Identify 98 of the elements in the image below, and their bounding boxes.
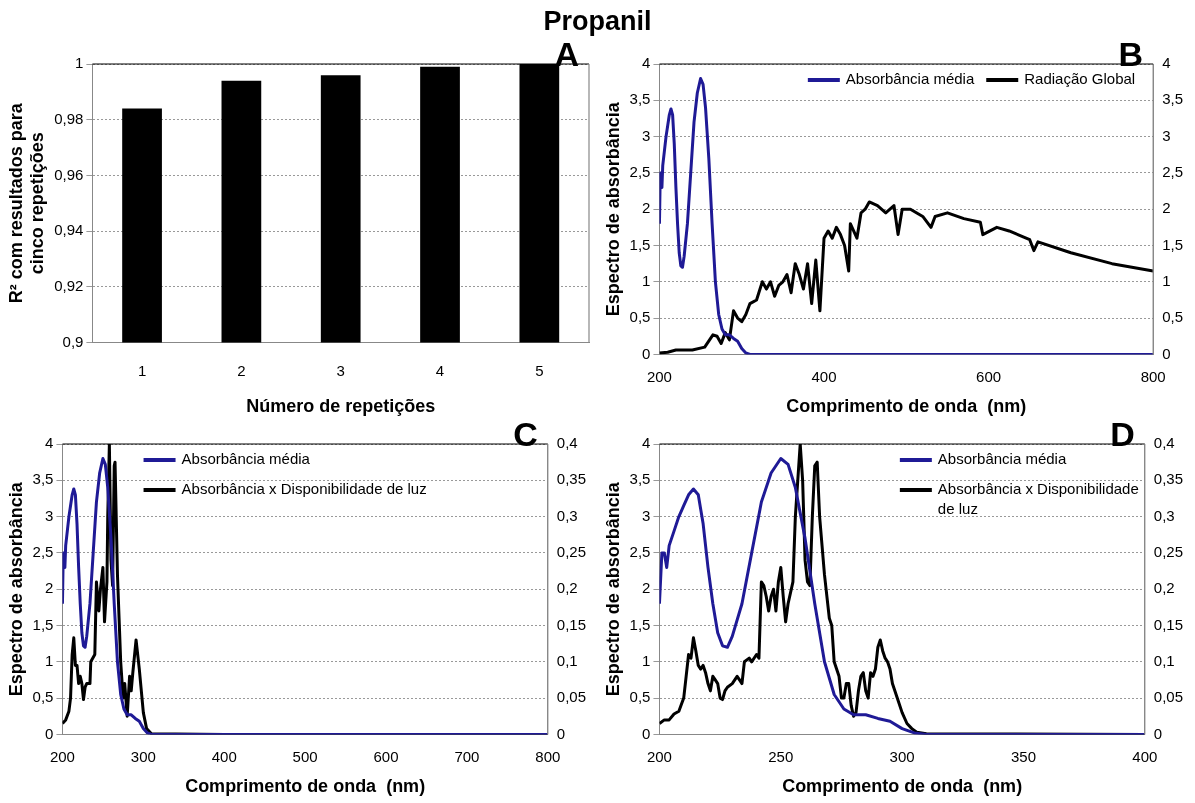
y2-tick-label: 0,2: [556, 579, 578, 597]
chart-title: Propanil: [543, 6, 652, 36]
x-tick-label: 800: [535, 747, 561, 765]
y-tick-label: 0: [642, 724, 651, 742]
y-tick-label: 3: [642, 506, 651, 524]
y2-tick-label: 0: [1162, 344, 1171, 362]
y-tick-label: 0,98: [54, 109, 84, 127]
x-axis-title: Comprimento de onda (nm): [782, 776, 1023, 797]
y-tick-label: 4: [45, 434, 54, 452]
y2-tick-label: 0,1: [556, 651, 578, 669]
x-tick-label: 600: [373, 747, 399, 765]
y-tick-label: 0,5: [629, 308, 651, 326]
y-tick-label: 3,5: [629, 470, 651, 488]
x-tick-label: 800: [1140, 367, 1166, 385]
y-tick-label: 1,5: [629, 615, 651, 633]
y-tick-label: 0,5: [32, 688, 54, 706]
legend-label: Absorbância média: [181, 450, 311, 468]
x-axis-title: Comprimento de onda (nm): [185, 776, 426, 797]
x-tick-label: 300: [889, 747, 915, 765]
y-tick-label: 2,5: [629, 163, 651, 181]
y-tick-label: 3,5: [32, 470, 54, 488]
y2-tick-label: 1,5: [1162, 235, 1184, 253]
y-tick-label: 0,92: [54, 276, 84, 294]
y-axis-title: Espectro de absorbância: [602, 481, 623, 697]
y2-tick-label: 0,05: [556, 688, 587, 706]
x-tick-label: 200: [646, 367, 672, 385]
y2-tick-label: 0,1: [1153, 651, 1175, 669]
x-tick-label: 200: [646, 747, 672, 765]
x-tick-label: 250: [768, 747, 794, 765]
x-tick-label: 400: [811, 367, 837, 385]
x-axis-title: Comprimento de onda (nm): [786, 396, 1027, 417]
y-tick-label: 0: [642, 344, 651, 362]
legend-label: Absorbância x Disponibilidade de luz: [937, 480, 1139, 518]
y2-tick-label: 3,5: [1162, 90, 1184, 108]
x-tick-label: 1: [137, 361, 147, 379]
x-tick-label: 200: [49, 747, 75, 765]
y-tick-label: 3,5: [629, 90, 651, 108]
y-tick-label: 2,5: [629, 543, 651, 561]
y2-tick-label: 0,25: [556, 543, 587, 561]
x-tick-label: 4: [435, 361, 445, 379]
y-tick-label: 2: [642, 199, 651, 217]
y2-tick-label: 2: [1162, 199, 1171, 217]
x-tick-label: 500: [292, 747, 318, 765]
y-tick-label: 3: [45, 506, 54, 524]
y-tick-label: 1: [642, 651, 651, 669]
x-tick-label: 5: [535, 361, 544, 379]
y-tick-label: 1: [642, 271, 651, 289]
y-tick-label: 0,96: [54, 165, 84, 183]
annotation: D: [1110, 415, 1135, 454]
y2-tick-label: 0,4: [556, 434, 578, 452]
x-tick-label: 2: [237, 361, 246, 379]
y2-tick-label: 0,35: [1153, 470, 1184, 488]
x-axis-title: Número de repetições: [246, 396, 436, 417]
y-tick-label: 3: [642, 126, 651, 144]
y-tick-label: 1: [45, 651, 54, 669]
legend-label: Absorbância média: [937, 450, 1067, 468]
y2-tick-label: 0,2: [1153, 579, 1175, 597]
y2-tick-label: 0,05: [1153, 688, 1184, 706]
x-tick-label: 600: [976, 367, 1002, 385]
y2-tick-label: 0,3: [1153, 506, 1175, 524]
annotation: C: [513, 415, 538, 454]
y2-tick-label: 2,5: [1162, 163, 1184, 181]
y2-tick-label: 0: [1153, 724, 1163, 742]
y-tick-label: 1,5: [629, 235, 651, 253]
y-tick-label: 4: [642, 54, 651, 72]
x-tick-label: 350: [1010, 747, 1036, 765]
y2-tick-label: 0,5: [1162, 308, 1184, 326]
y-tick-label: 2: [642, 579, 651, 597]
y2-tick-label: 0,15: [556, 615, 587, 633]
y-axis-title: Espectro de absorbância: [602, 101, 623, 317]
y-tick-label: 1: [75, 54, 84, 72]
y2-tick-label: 4: [1162, 54, 1171, 72]
y2-tick-label: 0,15: [1153, 615, 1184, 633]
x-tick-label: 300: [130, 747, 156, 765]
annotation: A: [554, 35, 579, 74]
y-tick-label: 0,5: [629, 688, 651, 706]
y2-tick-label: 1: [1162, 271, 1171, 289]
y2-tick-label: 3: [1162, 126, 1171, 144]
y-tick-label: 0,94: [54, 221, 84, 239]
x-tick-label: 400: [211, 747, 237, 765]
legend-label: Absorbância média: [845, 70, 975, 88]
y2-tick-label: 0: [556, 724, 566, 742]
y2-tick-label: 0,35: [556, 470, 587, 488]
y-tick-label: 2: [45, 579, 54, 597]
y-tick-label: 1,5: [32, 615, 54, 633]
y-tick-label: 2,5: [32, 543, 54, 561]
legend-label: Absorbância x Disponibilidade de luz: [181, 480, 427, 498]
x-tick-label: 3: [336, 361, 345, 379]
y2-tick-label: 0,3: [556, 506, 578, 524]
y-axis-title: R² com resultados para cinco repetições: [5, 102, 48, 304]
y2-tick-label: 0,4: [1153, 434, 1175, 452]
y-tick-label: 4: [642, 434, 651, 452]
y2-tick-label: 0,25: [1153, 543, 1184, 561]
y-axis-title: Espectro de absorbância: [5, 481, 26, 697]
x-tick-label: 700: [454, 747, 480, 765]
x-tick-label: 400: [1132, 747, 1158, 765]
y-tick-label: 0,9: [62, 332, 84, 350]
y-tick-label: 0: [45, 724, 54, 742]
